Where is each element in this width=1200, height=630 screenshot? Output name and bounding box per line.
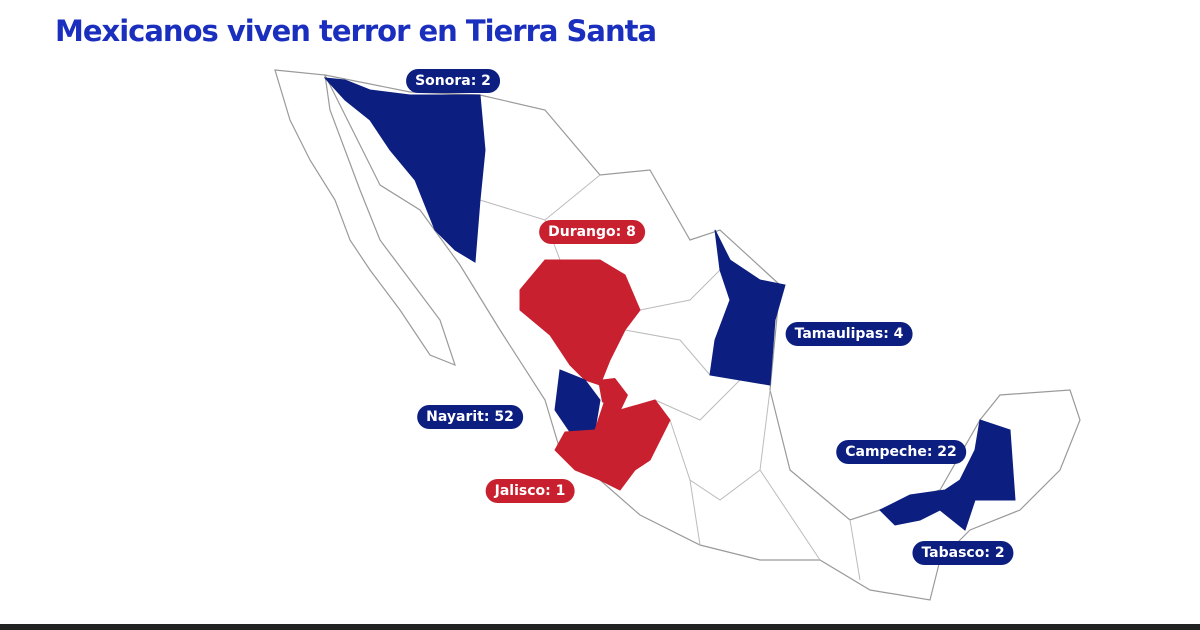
- state-borders: [479, 174, 861, 581]
- state-sonora[interactable]: [323, 77, 486, 263]
- state-durango[interactable]: [519, 259, 641, 386]
- state-jalisco[interactable]: [554, 399, 671, 491]
- label-sonora: Sonora: 2: [406, 69, 500, 93]
- label-durango: Durango: 8: [539, 220, 645, 244]
- baja-california-region: [274, 69, 456, 367]
- label-nayarit: Nayarit: 52: [417, 405, 523, 429]
- label-campeche: Campeche: 22: [836, 440, 966, 464]
- state-tabasco[interactable]: [879, 479, 961, 526]
- mainland-region: [323, 74, 1081, 601]
- bottom-border: [0, 624, 1200, 630]
- label-tamaulipas: Tamaulipas: 4: [785, 322, 913, 346]
- label-jalisco: Jalisco: 1: [485, 479, 575, 503]
- page-title: Mexicanos viven terror en Tierra Santa: [55, 14, 657, 48]
- state-tamaulipas[interactable]: [709, 229, 786, 386]
- state-campeche[interactable]: [939, 419, 1016, 531]
- label-tabasco: Tabasco: 2: [912, 541, 1014, 565]
